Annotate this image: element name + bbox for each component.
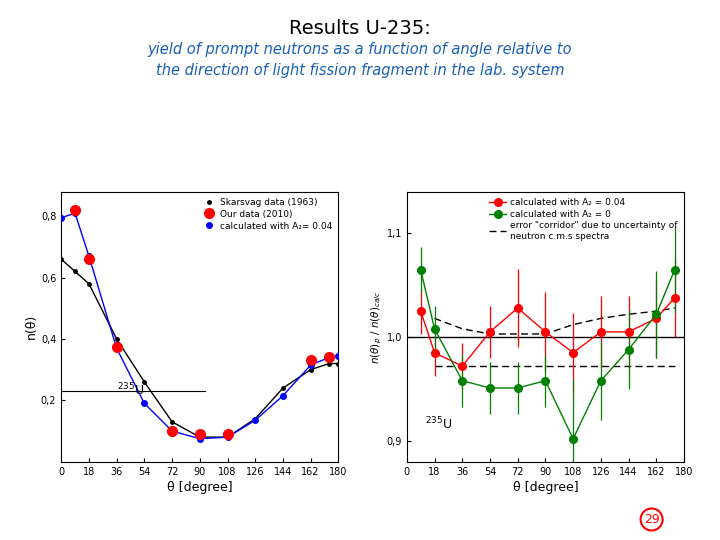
Line: Skarsvag data (1963): Skarsvag data (1963) [58,256,342,441]
Text: $^{235}$U: $^{235}$U [117,381,144,398]
Skarsvag data (1963) [279,385,287,392]
Skarsvag data (1963) [223,434,232,441]
Our data (2010) [196,431,204,437]
Text: yield of prompt neutrons as a function of angle relative to
the direction of lig: yield of prompt neutrons as a function o… [148,42,572,78]
Our data (2010) [71,207,79,213]
calculated with A₂= 0.04 [251,417,260,423]
Y-axis label: n(θ): n(θ) [25,314,38,339]
X-axis label: θ [degree]: θ [degree] [513,481,578,494]
Text: 29: 29 [644,513,660,526]
Skarsvag data (1963) [325,360,333,367]
Our data (2010) [85,256,94,262]
calculated with A₂= 0.04 [71,210,79,217]
Our data (2010) [168,428,176,434]
Our data (2010) [112,343,121,350]
calculated with A₂= 0.04 [334,353,343,359]
Line: Our data (2010): Our data (2010) [70,205,334,439]
X-axis label: θ [degree]: θ [degree] [167,481,233,494]
calculated with A₂= 0.04 [307,362,315,368]
Skarsvag data (1963) [334,360,343,367]
Skarsvag data (1963) [57,256,66,262]
Legend: Skarsvag data (1963), Our data (2010), calculated with A₂= 0.04: Skarsvag data (1963), Our data (2010), c… [200,196,334,233]
Y-axis label: $n(\theta)_p$ / $n(\theta)_{calc}$: $n(\theta)_p$ / $n(\theta)_{calc}$ [369,290,384,363]
Skarsvag data (1963) [168,418,176,425]
calculated with A₂= 0.04 [223,434,232,441]
calculated with A₂= 0.04 [325,354,333,361]
calculated with A₂= 0.04 [112,345,121,352]
Our data (2010) [325,354,333,361]
calculated with A₂= 0.04 [85,253,94,259]
Skarsvag data (1963) [112,336,121,342]
Skarsvag data (1963) [251,415,260,422]
calculated with A₂= 0.04 [196,435,204,442]
calculated with A₂= 0.04 [168,428,176,434]
Text: $^{235}$U: $^{235}$U [426,416,452,433]
calculated with A₂= 0.04 [279,393,287,399]
Text: Results U-235:: Results U-235: [289,19,431,38]
calculated with A₂= 0.04 [140,400,149,407]
Skarsvag data (1963) [196,434,204,441]
Skarsvag data (1963) [85,280,94,287]
Our data (2010) [307,357,315,364]
Line: calculated with A₂= 0.04: calculated with A₂= 0.04 [58,211,341,442]
calculated with A₂= 0.04 [57,214,66,221]
Skarsvag data (1963) [71,268,79,275]
Legend: calculated with A₂ = 0.04, calculated with A₂ = 0, error "corridor" due to uncer: calculated with A₂ = 0.04, calculated wi… [487,196,680,242]
Skarsvag data (1963) [307,367,315,373]
Skarsvag data (1963) [140,379,149,385]
Our data (2010) [223,431,232,437]
